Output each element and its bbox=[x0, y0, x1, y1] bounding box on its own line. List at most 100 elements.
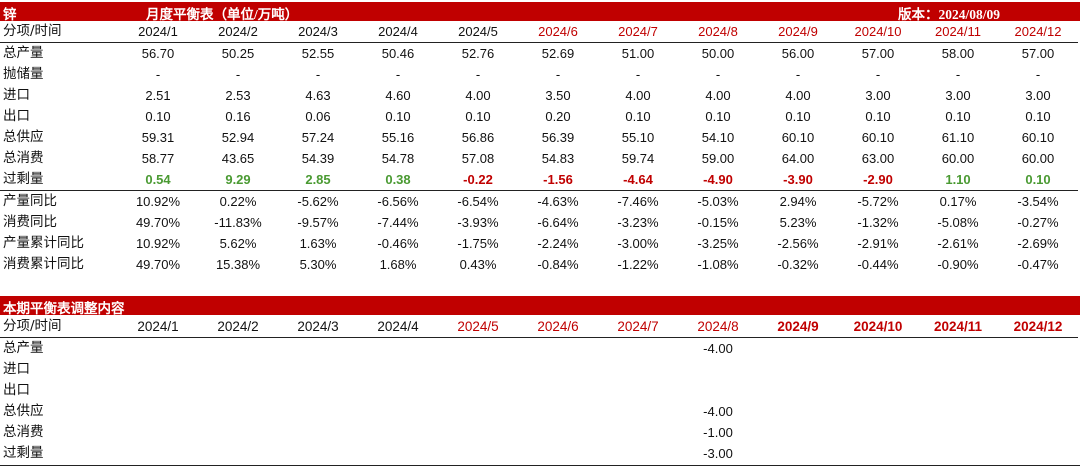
value-cell: 52.69 bbox=[541, 46, 575, 61]
value-cell: 54.83 bbox=[541, 151, 575, 166]
value-cell bbox=[358, 422, 438, 443]
row-label: 出口 bbox=[3, 108, 30, 124]
value-cell bbox=[998, 380, 1078, 401]
adjustment-header-row: 分项/时间 2024/1 2024/2 2024/3 2024/4 2024/5 2024/… bbox=[0, 316, 1078, 338]
value-cell: 2.85 bbox=[305, 172, 331, 187]
value-cell: 56.70 bbox=[141, 46, 175, 61]
value-cell bbox=[678, 380, 758, 401]
value-cell: 4.60 bbox=[385, 88, 411, 103]
table-row: 消费累计同比 49.70% 15.38% 5.30% 1.68% 0.43% -0.84% -… bbox=[0, 254, 1078, 275]
value-cell bbox=[198, 380, 278, 401]
value-cell: 57.08 bbox=[461, 151, 495, 166]
value-cell: -0.46% bbox=[377, 236, 419, 251]
adjustment-title: 本期平衡表调整内容 bbox=[3, 301, 125, 316]
value-cell: 0.16 bbox=[225, 109, 251, 124]
value-cell bbox=[438, 338, 518, 360]
value-cell: -0.27% bbox=[1017, 215, 1059, 230]
value-cell bbox=[518, 422, 598, 443]
value-cell: - bbox=[235, 67, 241, 82]
table-row: 总消费 58.77 43.65 54.39 54.78 57.08 54.83 59.74 59… bbox=[0, 148, 1078, 169]
value-cell: 58.00 bbox=[941, 46, 975, 61]
value-cell: 3.00 bbox=[865, 88, 891, 103]
value-cell: 0.10 bbox=[1025, 109, 1051, 124]
value-cell bbox=[998, 422, 1078, 443]
value-cell: 5.30% bbox=[299, 257, 337, 272]
value-cell bbox=[198, 359, 278, 380]
value-cell bbox=[758, 380, 838, 401]
value-cell: -2.24% bbox=[537, 236, 579, 251]
value-cell: 9.29 bbox=[225, 172, 251, 187]
row-label: 消费累计同比 bbox=[3, 256, 84, 272]
value-cell bbox=[598, 443, 678, 464]
value-cell: 56.00 bbox=[781, 46, 815, 61]
value-cell: 60.00 bbox=[1021, 151, 1055, 166]
value-cell bbox=[758, 338, 838, 360]
value-cell bbox=[358, 359, 438, 380]
value-cell: 52.55 bbox=[301, 46, 335, 61]
value-cell: -4.00 bbox=[703, 404, 733, 419]
value-cell bbox=[358, 380, 438, 401]
month-header: 2024/7 bbox=[598, 21, 678, 43]
value-cell: - bbox=[715, 67, 721, 82]
value-cell bbox=[278, 359, 358, 380]
row-label: 产量累计同比 bbox=[3, 235, 84, 251]
value-cell: 55.16 bbox=[381, 130, 415, 145]
header-row: 分项/时间 2024/1 2024/2 2024/3 2024/4 2024/5 2024/… bbox=[0, 21, 1078, 43]
value-cell: 4.63 bbox=[305, 88, 331, 103]
value-cell: -5.62% bbox=[278, 190, 358, 212]
month-header: 2024/11 bbox=[918, 316, 998, 338]
value-cell: -2.91% bbox=[857, 236, 899, 251]
month-header: 2024/8 bbox=[678, 316, 758, 338]
value-cell bbox=[438, 443, 518, 464]
table-row: 出口 bbox=[0, 380, 1078, 401]
value-cell: -1.22% bbox=[617, 257, 659, 272]
value-cell: 5.62% bbox=[219, 236, 257, 251]
row-label: 出口 bbox=[3, 382, 30, 398]
value-cell: 0.54 bbox=[145, 172, 171, 187]
month-header: 2024/9 bbox=[758, 21, 838, 43]
value-cell: 60.00 bbox=[941, 151, 975, 166]
value-cell: -4.63% bbox=[518, 190, 598, 212]
value-cell: -7.44% bbox=[377, 215, 419, 230]
value-cell: -4.64 bbox=[623, 172, 653, 187]
value-cell: -2.90 bbox=[863, 172, 893, 187]
value-cell: 0.17% bbox=[918, 190, 998, 212]
value-cell bbox=[438, 401, 518, 422]
value-cell: 1.68% bbox=[379, 257, 417, 272]
balance-table: 分项/时间 2024/1 2024/2 2024/3 2024/4 2024/5 2024/… bbox=[0, 21, 1078, 275]
value-cell bbox=[198, 443, 278, 464]
month-header: 2024/10 bbox=[838, 316, 918, 338]
value-cell bbox=[518, 359, 598, 380]
table-row: 过剩量 0.54 9.29 2.85 0.38 -0.22 -1.56 -4.64 -4.90 -… bbox=[0, 169, 1078, 191]
adjustment-title-band: 本期平衡表调整内容 bbox=[0, 296, 1080, 316]
value-cell bbox=[918, 401, 998, 422]
value-cell: 5.23% bbox=[779, 215, 817, 230]
table-row: 过剩量 -3.00 bbox=[0, 443, 1078, 464]
value-cell bbox=[598, 338, 678, 360]
title-band: 锌 月度平衡表（单位/万吨） 版本：2024/08/09 bbox=[0, 2, 1080, 22]
value-cell: - bbox=[155, 67, 161, 82]
value-cell bbox=[118, 359, 198, 380]
value-cell bbox=[358, 338, 438, 360]
row-label: 总产量 bbox=[3, 340, 44, 356]
value-cell: - bbox=[875, 67, 881, 82]
month-header: 2024/7 bbox=[598, 316, 678, 338]
value-cell: 1.63% bbox=[299, 236, 337, 251]
value-cell bbox=[518, 338, 598, 360]
value-cell bbox=[918, 338, 998, 360]
value-cell: 1.10 bbox=[945, 172, 971, 187]
value-cell: - bbox=[795, 67, 801, 82]
value-cell bbox=[278, 380, 358, 401]
value-cell: 56.39 bbox=[541, 130, 575, 145]
value-cell: -6.64% bbox=[537, 215, 579, 230]
value-cell bbox=[598, 359, 678, 380]
value-cell: -3.00% bbox=[617, 236, 659, 251]
month-header: 2024/12 bbox=[998, 21, 1078, 43]
value-cell bbox=[758, 443, 838, 464]
month-header: 2024/5 bbox=[438, 21, 518, 43]
value-cell bbox=[118, 443, 198, 464]
value-cell: -4.00 bbox=[703, 341, 733, 356]
value-cell: -11.83% bbox=[214, 215, 262, 230]
value-cell: 0.20 bbox=[545, 109, 571, 124]
value-cell bbox=[438, 422, 518, 443]
